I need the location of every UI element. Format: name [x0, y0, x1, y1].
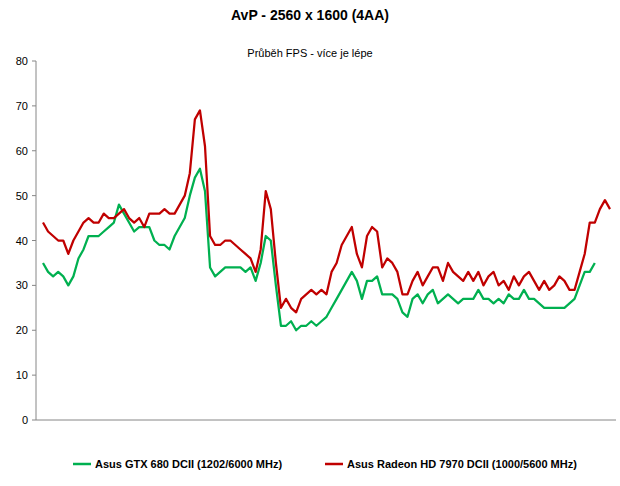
y-tick [32, 330, 36, 331]
y-tick-label: 60 [16, 145, 28, 157]
y-tick [32, 61, 36, 62]
y-tick-label: 10 [16, 369, 28, 381]
legend-swatch [73, 463, 91, 466]
plot-area [43, 110, 610, 330]
y-tick [32, 375, 36, 376]
y-tick [32, 285, 36, 286]
legend-label: Asus GTX 680 DCII (1202/6000 MHz) [95, 458, 282, 470]
subtitle: Průběh FPS - více je lépe [247, 47, 372, 59]
y-tick [32, 195, 36, 196]
y-tick-label: 30 [16, 279, 28, 291]
chart: AvP - 2560 x 1600 (4AA) Průběh FPS - více… [0, 0, 620, 486]
legend-label: Asus Radeon HD 7970 DCII (1000/5600 MHz) [347, 458, 577, 470]
y-tick [32, 105, 36, 106]
y-tick [32, 150, 36, 151]
y-tick [32, 420, 36, 421]
y-tick [32, 240, 36, 241]
y-tick-label: 0 [22, 414, 28, 426]
legend-swatch [325, 463, 343, 466]
y-tick-label: 40 [16, 235, 28, 247]
series-line [43, 110, 610, 312]
x-axis [36, 420, 616, 421]
y-tick-label: 70 [16, 100, 28, 112]
y-tick-label: 50 [16, 190, 28, 202]
y-tick-label: 20 [16, 324, 28, 336]
title: AvP - 2560 x 1600 (4AA) [231, 7, 389, 23]
y-axis [36, 61, 37, 420]
y-tick-label: 80 [16, 55, 28, 67]
series-line [43, 169, 595, 331]
